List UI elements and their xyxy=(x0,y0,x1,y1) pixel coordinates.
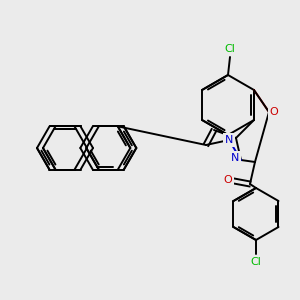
Text: Cl: Cl xyxy=(225,44,236,54)
Text: Cl: Cl xyxy=(250,257,261,267)
Text: N: N xyxy=(225,135,233,145)
Text: N: N xyxy=(231,153,239,163)
Text: O: O xyxy=(270,107,278,117)
Text: O: O xyxy=(224,175,232,185)
